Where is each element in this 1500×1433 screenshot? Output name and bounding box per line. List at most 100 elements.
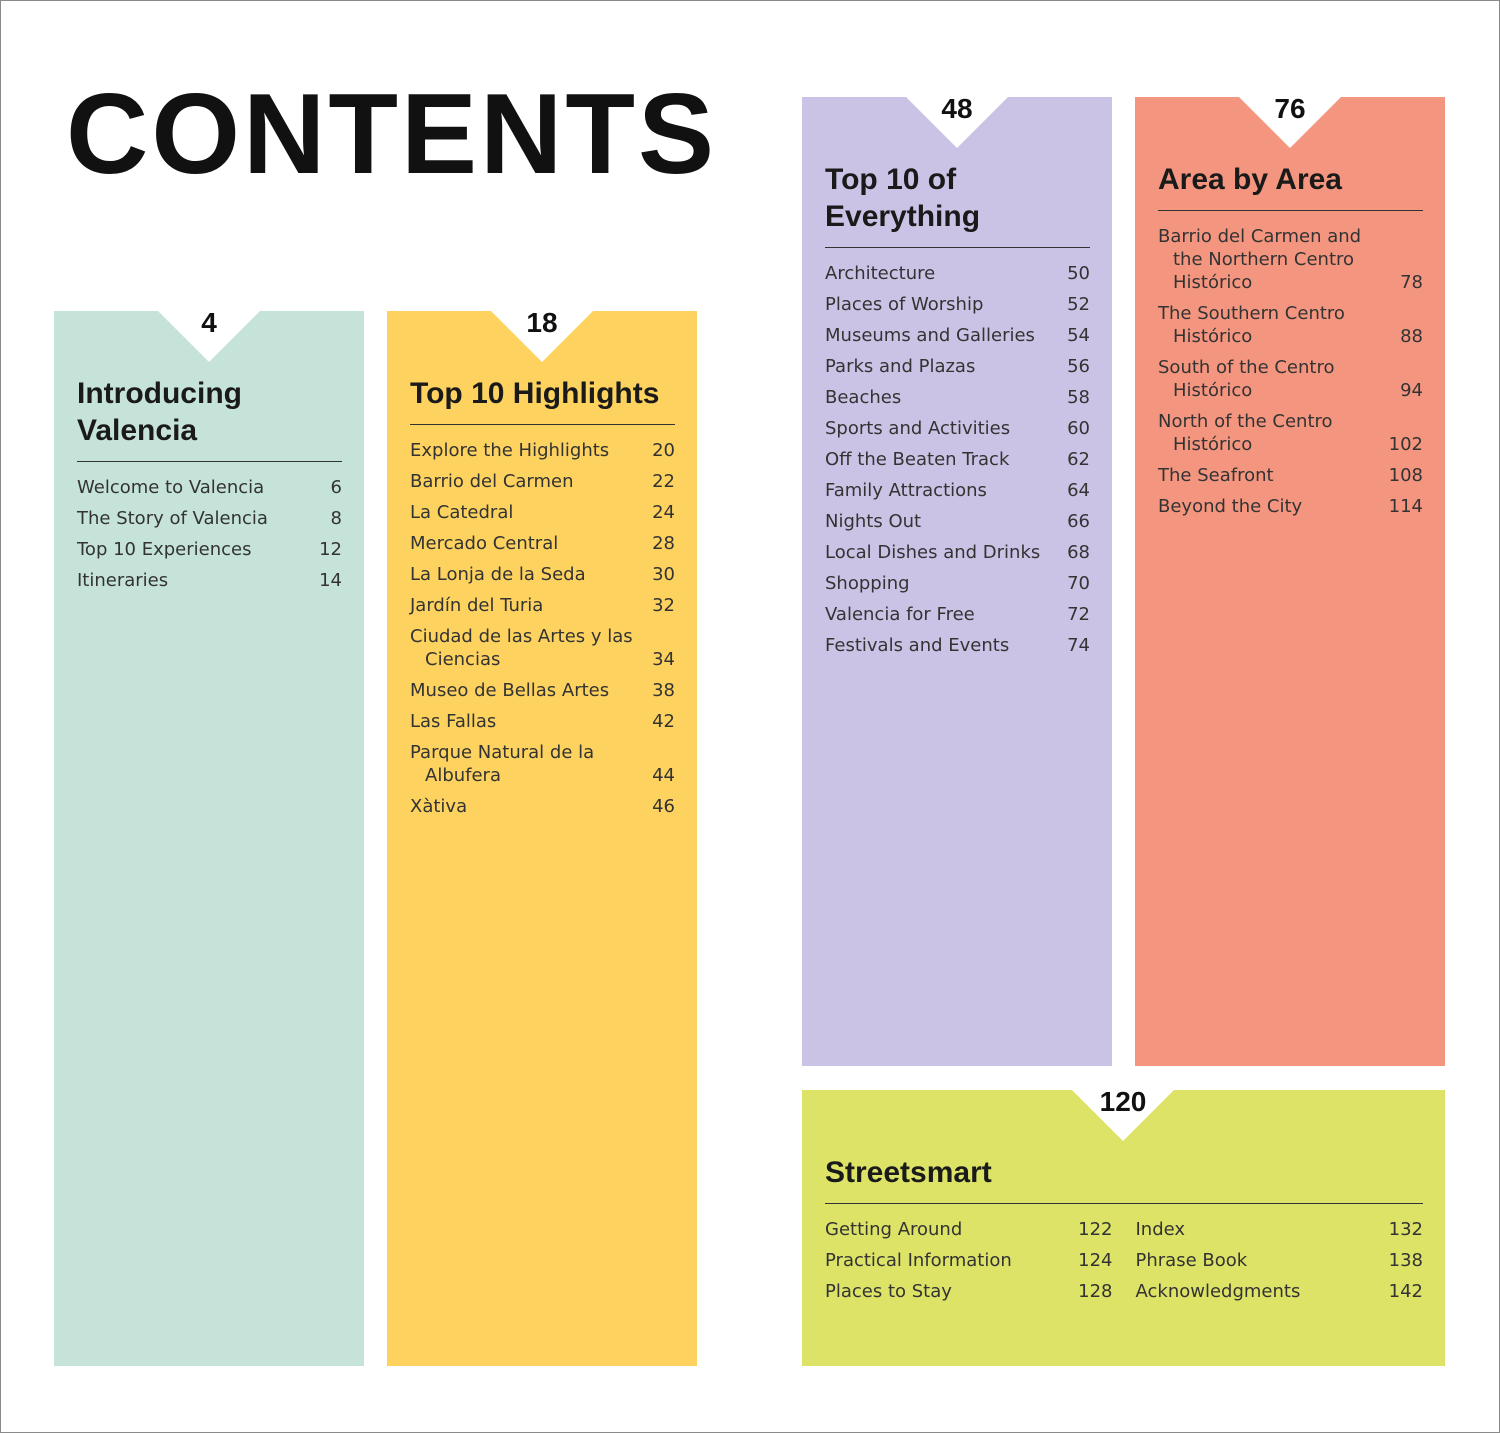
toc-entry-page: 102 <box>1388 434 1423 455</box>
section-page-number: 48 <box>941 93 973 124</box>
toc-entry-label: Parque Natural de la Albufera <box>410 742 595 786</box>
toc-entry-label: Barrio del Carmen and the Northern Centr… <box>1158 226 1362 293</box>
toc-entry-page: 66 <box>1067 511 1090 532</box>
toc-entry-page: 60 <box>1067 418 1090 439</box>
toc-entry-page: 132 <box>1388 1219 1423 1240</box>
page-notch <box>491 311 593 362</box>
toc-entry-page: 58 <box>1067 387 1090 408</box>
toc-entry[interactable]: Festivals and Events 74 <box>825 634 1090 657</box>
toc-entry[interactable]: Nights Out 66 <box>825 510 1090 533</box>
toc-entry-page: 70 <box>1067 573 1090 594</box>
toc-entry[interactable]: Beaches 58 <box>825 386 1090 409</box>
toc-entry-label: Getting Around <box>825 1219 963 1240</box>
toc-entry[interactable]: Barrio del Carmen 22 <box>410 470 675 493</box>
toc-entry[interactable]: Phrase Book 138 <box>1136 1249 1424 1272</box>
toc-entry[interactable]: La Lonja de la Seda 30 <box>410 563 675 586</box>
section-panel-introducing: 4 Introducing Valencia Welcome to Valencia… <box>54 307 364 1366</box>
toc-entry-page: 74 <box>1067 635 1090 656</box>
section-title[interactable]: Streetsmart <box>825 1154 1423 1204</box>
toc-entry[interactable]: Getting Around 122 <box>825 1218 1113 1241</box>
toc-entry-page: 22 <box>652 471 675 492</box>
toc-entry[interactable]: Practical Information 124 <box>825 1249 1113 1272</box>
toc-entry[interactable]: Off the Beaten Track 62 <box>825 448 1090 471</box>
toc-entry-page: 122 <box>1078 1219 1113 1240</box>
toc-entry-page: 138 <box>1388 1250 1423 1271</box>
toc-entry-page: 56 <box>1067 356 1090 377</box>
toc-entry-label: Shopping <box>825 573 910 594</box>
toc-entry-label: Family Attractions <box>825 480 987 501</box>
toc-entry-label: La Catedral <box>410 502 514 523</box>
toc-entry[interactable]: Valencia for Free 72 <box>825 603 1090 626</box>
section-page-number: 76 <box>1274 93 1306 124</box>
toc-entry[interactable]: The Seafront 108 <box>1158 464 1423 487</box>
toc-list: Barrio del Carmen and the Northern Centr… <box>1158 225 1423 518</box>
toc-entry-label: Valencia for Free <box>825 604 975 625</box>
toc-entry[interactable]: Museums and Galleries 54 <box>825 324 1090 347</box>
toc-entry[interactable]: Top 10 Experiences 12 <box>77 538 342 561</box>
toc-entry[interactable]: Las Fallas 42 <box>410 710 675 733</box>
toc-entry-label: Parks and Plazas <box>825 356 976 377</box>
toc-list: Explore the Highlights 20 Barrio del Carme… <box>410 439 675 818</box>
toc-entry-page: 8 <box>330 508 342 529</box>
toc-entry[interactable]: Local Dishes and Drinks 68 <box>825 541 1090 564</box>
section-title[interactable]: Top 10 of Everything <box>825 161 1090 248</box>
toc-entry-page: 6 <box>330 477 342 498</box>
toc-entry[interactable]: Welcome to Valencia 6 <box>77 476 342 499</box>
section-title[interactable]: Top 10 Highlights <box>410 375 675 425</box>
toc-entry[interactable]: Ciudad de las Artes y las Ciencias 34 <box>410 625 675 671</box>
toc-entry-page: 68 <box>1067 542 1090 563</box>
toc-entry-label: Nights Out <box>825 511 922 532</box>
toc-entry-page: 42 <box>652 711 675 732</box>
toc-entry[interactable]: Beyond the City 114 <box>1158 495 1423 518</box>
toc-entry[interactable]: La Catedral 24 <box>410 501 675 524</box>
toc-entry-page: 128 <box>1078 1281 1113 1302</box>
toc-entry[interactable]: North of the Centro Histórico 102 <box>1158 410 1423 456</box>
toc-entry-label: Phrase Book <box>1135 1250 1248 1271</box>
toc-entry-label: Local Dishes and Drinks <box>825 542 1041 563</box>
toc-entry-page: 14 <box>319 570 342 591</box>
toc-entry[interactable]: Family Attractions 64 <box>825 479 1090 502</box>
toc-entry[interactable]: Index 132 <box>1136 1218 1424 1241</box>
toc-entry[interactable]: Museo de Bellas Artes 38 <box>410 679 675 702</box>
toc-entry[interactable]: Architecture 50 <box>825 262 1090 285</box>
toc-entry[interactable]: Places of Worship 52 <box>825 293 1090 316</box>
toc-entry[interactable]: Xàtiva 46 <box>410 795 675 818</box>
section-title[interactable]: Area by Area <box>1158 161 1423 211</box>
toc-entry[interactable]: The Story of Valencia 8 <box>77 507 342 530</box>
toc-entry[interactable]: Acknowledgments 142 <box>1136 1280 1424 1303</box>
toc-entry-page: 78 <box>1400 272 1423 293</box>
toc-entry-page: 72 <box>1067 604 1090 625</box>
toc-entry[interactable]: Mercado Central 28 <box>410 532 675 555</box>
toc-entry[interactable]: South of the Centro Histórico 94 <box>1158 356 1423 402</box>
section-panel-area: 76 Area by Area Barrio del Carmen and the … <box>1135 93 1445 1066</box>
toc-entry-label: Museo de Bellas Artes <box>410 680 610 701</box>
page-notch <box>1072 1090 1174 1141</box>
toc-entry-page: 88 <box>1400 326 1423 347</box>
toc-entry-page: 46 <box>652 796 675 817</box>
toc-entry-label: South of the Centro Histórico <box>1158 357 1335 401</box>
toc-entry-label: Beaches <box>825 387 902 408</box>
page-title: CONTENTS <box>66 71 717 198</box>
toc-entry-page: 24 <box>652 502 675 523</box>
toc-entry[interactable]: Parque Natural de la Albufera 44 <box>410 741 675 787</box>
toc-entry[interactable]: Explore the Highlights 20 <box>410 439 675 462</box>
toc-entry[interactable]: Parks and Plazas 56 <box>825 355 1090 378</box>
toc-entry[interactable]: Itineraries 14 <box>77 569 342 592</box>
toc-entry[interactable]: Shopping 70 <box>825 572 1090 595</box>
toc-entry[interactable]: Sports and Activities 60 <box>825 417 1090 440</box>
toc-entry-label: Sports and Activities <box>825 418 1011 439</box>
toc-entry-label: Barrio del Carmen <box>410 471 574 492</box>
section-page-number: 120 <box>1099 1086 1147 1117</box>
section-title[interactable]: Introducing Valencia <box>77 375 342 462</box>
toc-entry[interactable]: Places to Stay 128 <box>825 1280 1113 1303</box>
toc-entry-label: The Southern Centro Histórico <box>1158 303 1345 347</box>
toc-entry-label: La Lonja de la Seda <box>410 564 586 585</box>
toc-entry[interactable]: Barrio del Carmen and the Northern Centr… <box>1158 225 1423 294</box>
toc-entry[interactable]: Jardín del Turia 32 <box>410 594 675 617</box>
toc-entry-label: Beyond the City <box>1158 496 1303 517</box>
toc-entry-label: Las Fallas <box>410 711 497 732</box>
page-notch <box>1239 97 1341 148</box>
toc-entry[interactable]: The Southern Centro Histórico 88 <box>1158 302 1423 348</box>
toc-entry-label: Itineraries <box>77 570 169 591</box>
section-panel-everything: 48 Top 10 of Everything Architecture 50 Plac… <box>802 93 1112 1066</box>
